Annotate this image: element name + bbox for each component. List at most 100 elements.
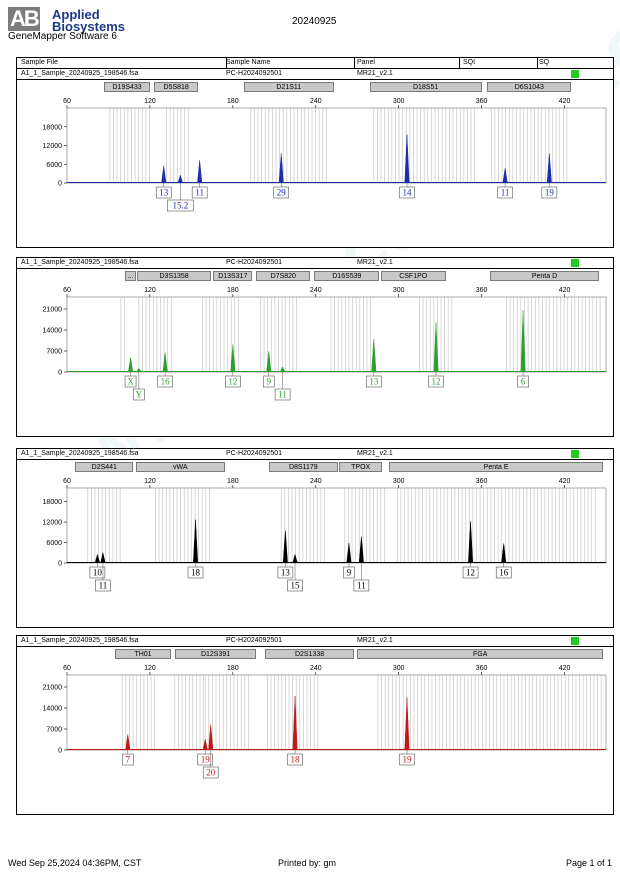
locus-marker[interactable]: vWA — [136, 462, 225, 472]
locus-marker[interactable]: Penta E — [389, 462, 604, 472]
x-tick-label: 300 — [393, 98, 405, 105]
allele-call-label: 15.2 — [172, 201, 188, 211]
electropherogram-plot: 60 120 180 240 300 360 420 0 7000 14000 21000 7 19 20… — [43, 665, 607, 779]
electropherogram-plot: 60 120 180 240 300 360 420 0 6000 12000 18000 10 11 1… — [43, 478, 607, 592]
allele-call-box — [399, 186, 415, 199]
marker-bar: TH01 D12S391 D2S1338 FGA — [17, 647, 613, 661]
plot-frame — [66, 674, 607, 751]
allele-call-label: 19 — [402, 755, 412, 765]
x-tick-label: 240 — [310, 98, 322, 105]
allele-peak — [433, 322, 439, 372]
allele-peak — [282, 530, 288, 563]
allele-peak — [280, 366, 286, 372]
allele-call-box — [157, 375, 173, 388]
allele-peak — [292, 695, 298, 750]
panel-name: MR21_v2.1 — [357, 450, 393, 457]
locus-marker[interactable]: D2S1338 — [264, 649, 355, 659]
x-tick-label: 300 — [393, 665, 405, 672]
allele-call-label: 12 — [466, 568, 475, 578]
allele-peak — [546, 153, 552, 183]
x-tick-label: 180 — [227, 665, 239, 672]
locus-marker[interactable]: D2S441 — [75, 462, 134, 472]
locus-marker[interactable]: D18S51 — [369, 82, 482, 92]
locus-marker[interactable]: ... — [125, 271, 137, 281]
allele-call-box — [133, 388, 145, 401]
allele-peak — [162, 352, 168, 372]
allele-call-label: 12 — [228, 377, 237, 387]
allele-call-label: 18 — [291, 755, 301, 765]
allele-call-box — [273, 186, 290, 199]
sample-file-name: A1_1_Sample_20240925_198546.fsa — [21, 259, 139, 266]
allele-call-box — [122, 753, 134, 766]
locus-marker[interactable]: FGA — [357, 649, 604, 659]
x-tick-label: 360 — [476, 665, 488, 672]
allele-call-label: 15 — [291, 581, 301, 591]
y-tick-label: 14000 — [43, 328, 63, 335]
allele-peak — [371, 338, 377, 372]
allele-call-box — [262, 375, 275, 388]
allele-peak — [136, 367, 142, 372]
panel-title-row: A1_1_Sample_20240925_198546.fsa PC-H20240… — [17, 69, 613, 80]
locus-marker[interactable]: D8S1179 — [268, 462, 338, 472]
allele-call-box — [495, 566, 512, 579]
locus-marker[interactable]: D13S317 — [213, 271, 253, 281]
locus-marker[interactable]: D19S433 — [104, 82, 150, 92]
y-tick-label: 18000 — [43, 124, 63, 131]
x-tick-label: 360 — [476, 478, 488, 485]
x-tick-label: 120 — [144, 478, 156, 485]
y-tick-label: 14000 — [43, 706, 63, 713]
x-tick-label: 60 — [63, 98, 71, 105]
allele-call-label: X — [127, 377, 134, 387]
x-tick-label: 240 — [310, 665, 322, 672]
allele-peak — [208, 724, 214, 750]
sample-file-name: A1_1_Sample_20240925_198546.fsa — [21, 450, 139, 457]
sample-name: PC-H2024092501 — [226, 450, 283, 457]
allele-call-label: 11 — [501, 188, 510, 198]
allele-peak — [278, 153, 284, 183]
plot-frame — [66, 296, 607, 373]
marker-bar: D2S441 vWA D8S1179 TPOX Penta E — [17, 460, 613, 474]
locus-marker[interactable]: TH01 — [115, 649, 171, 659]
y-tick-label: 0 — [58, 370, 62, 377]
allele-call-box — [517, 375, 529, 388]
allele-peak — [161, 165, 167, 183]
allele-call-box — [167, 199, 194, 212]
column-panel: Panel — [357, 59, 375, 66]
x-tick-label: 240 — [310, 478, 322, 485]
electropherogram-plot: 60 120 180 240 300 360 420 0 6000 12000 18000 1315.… — [43, 98, 607, 212]
locus-marker[interactable]: CSF1PO — [380, 271, 446, 281]
allele-call-box — [274, 388, 291, 401]
applied-biosystems-logo: AB Applied Biosystems — [8, 7, 125, 41]
electropherogram-panel-2: A1_1_Sample_20240925_198546.fsa PC-H20240… — [16, 257, 614, 437]
locus-marker[interactable]: Penta D — [489, 271, 600, 281]
allele-peak — [501, 543, 507, 563]
allele-call-label: 19 — [201, 755, 211, 765]
y-tick-label: 0 — [58, 181, 62, 188]
allele-call-box — [225, 375, 241, 388]
allele-peak — [177, 174, 183, 183]
locus-marker[interactable]: D7S820 — [256, 271, 311, 281]
column-header-row: Sample File Sample Name Panel SQI SQ — [16, 57, 614, 69]
locus-marker[interactable]: D21S11 — [243, 82, 334, 92]
allele-peak — [202, 739, 208, 750]
locus-marker[interactable]: D3S1358 — [137, 271, 211, 281]
column-sample-file: Sample File — [21, 59, 58, 66]
locus-marker[interactable]: D12S391 — [174, 649, 257, 659]
panel-name: MR21_v2.1 — [357, 637, 393, 644]
x-tick-label: 420 — [559, 98, 571, 105]
sizing-quality-indicator — [571, 259, 579, 267]
panel-name: MR21_v2.1 — [357, 259, 393, 266]
x-tick-label: 180 — [227, 98, 239, 105]
y-tick-label: 6000 — [46, 162, 62, 169]
locus-marker[interactable]: TPOX — [339, 462, 383, 472]
allele-call-box — [155, 186, 172, 199]
locus-marker[interactable]: D6S1043 — [487, 82, 572, 92]
allele-call-label: 29 — [277, 188, 287, 198]
locus-marker[interactable]: D5S818 — [154, 82, 199, 92]
allele-peak — [502, 168, 508, 183]
allele-peak — [193, 519, 198, 563]
allele-peak — [266, 351, 272, 372]
locus-marker[interactable]: D16S539 — [314, 271, 380, 281]
sample-name: PC-H2024092501 — [226, 70, 283, 77]
panel-title-row: A1_1_Sample_20240925_198546.fsa PC-H20240… — [17, 449, 613, 460]
